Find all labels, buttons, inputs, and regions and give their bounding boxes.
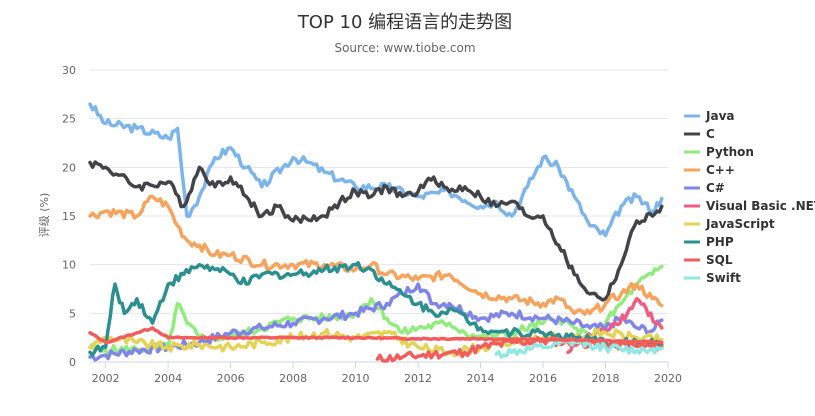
legend: Java C Python C++ C# Visual Basic .NET JavaScr…	[684, 109, 815, 285]
legend-item-java[interactable]: Java	[684, 109, 734, 123]
legend-item-c-[interactable]: C++	[684, 163, 735, 177]
x-tick-label: 2006	[217, 372, 245, 385]
chart-title: TOP 10 编程语言的走势图	[297, 12, 512, 33]
chart-subtitle: Source: www.tiobe.com	[334, 41, 475, 55]
x-tick-label: 2002	[92, 372, 120, 385]
legend-label: C#	[706, 181, 725, 195]
legend-item-python[interactable]: Python	[684, 145, 754, 159]
legend-item-sql[interactable]: SQL	[684, 253, 733, 267]
y-tick-label: 10	[62, 259, 76, 272]
legend-label: Swift	[706, 271, 741, 285]
legend-label: PHP	[706, 235, 734, 249]
legend-label: Python	[706, 145, 754, 159]
legend-item-visual-basic-net[interactable]: Visual Basic .NET	[684, 199, 815, 213]
legend-label: Visual Basic .NET	[706, 199, 815, 213]
series-line-c-[interactable]	[88, 194, 664, 316]
legend-label: C++	[706, 163, 735, 177]
x-tick-label: 2020	[654, 372, 682, 385]
series-line-c-[interactable]	[88, 282, 664, 362]
x-tick-label: 2010	[342, 372, 370, 385]
grid-layer	[90, 69, 668, 363]
y-axis-label: 评级 (%)	[38, 193, 51, 238]
legend-label: SQL	[706, 253, 733, 267]
legend-item-php[interactable]: PHP	[684, 235, 734, 249]
y-tick-label: 25	[62, 113, 76, 126]
y-tick-label: 0	[69, 356, 76, 369]
x-tick-label: 2016	[529, 372, 557, 385]
legend-label: JavaScript	[705, 217, 775, 231]
series-line-sql-flat[interactable]	[88, 326, 664, 345]
x-tick-label: 2018	[592, 372, 620, 385]
axis-layer: 0 5 10 15 20 25 30 2002 2004 2006 2008 2010 2012 2014…	[62, 64, 682, 385]
y-tick-label: 5	[69, 307, 76, 320]
series-line-php[interactable]	[88, 261, 664, 357]
x-tick-label: 2014	[467, 372, 495, 385]
series-layer	[88, 102, 664, 363]
legend-item-swift[interactable]: Swift	[684, 271, 741, 285]
legend-item-c-[interactable]: C#	[684, 181, 725, 195]
x-tick-label: 2012	[404, 372, 432, 385]
legend-label: C	[706, 127, 715, 141]
y-tick-label: 15	[62, 210, 76, 223]
legend-item-c[interactable]: C	[684, 127, 715, 141]
y-tick-label: 20	[62, 161, 76, 174]
y-tick-label: 30	[62, 64, 76, 77]
x-tick-label: 2008	[279, 372, 307, 385]
legend-item-javascript[interactable]: JavaScript	[684, 217, 775, 231]
series-line-c[interactable]	[88, 160, 664, 302]
x-tick-label: 2004	[154, 372, 182, 385]
legend-label: Java	[705, 109, 734, 123]
series-line-swift[interactable]	[494, 338, 664, 359]
